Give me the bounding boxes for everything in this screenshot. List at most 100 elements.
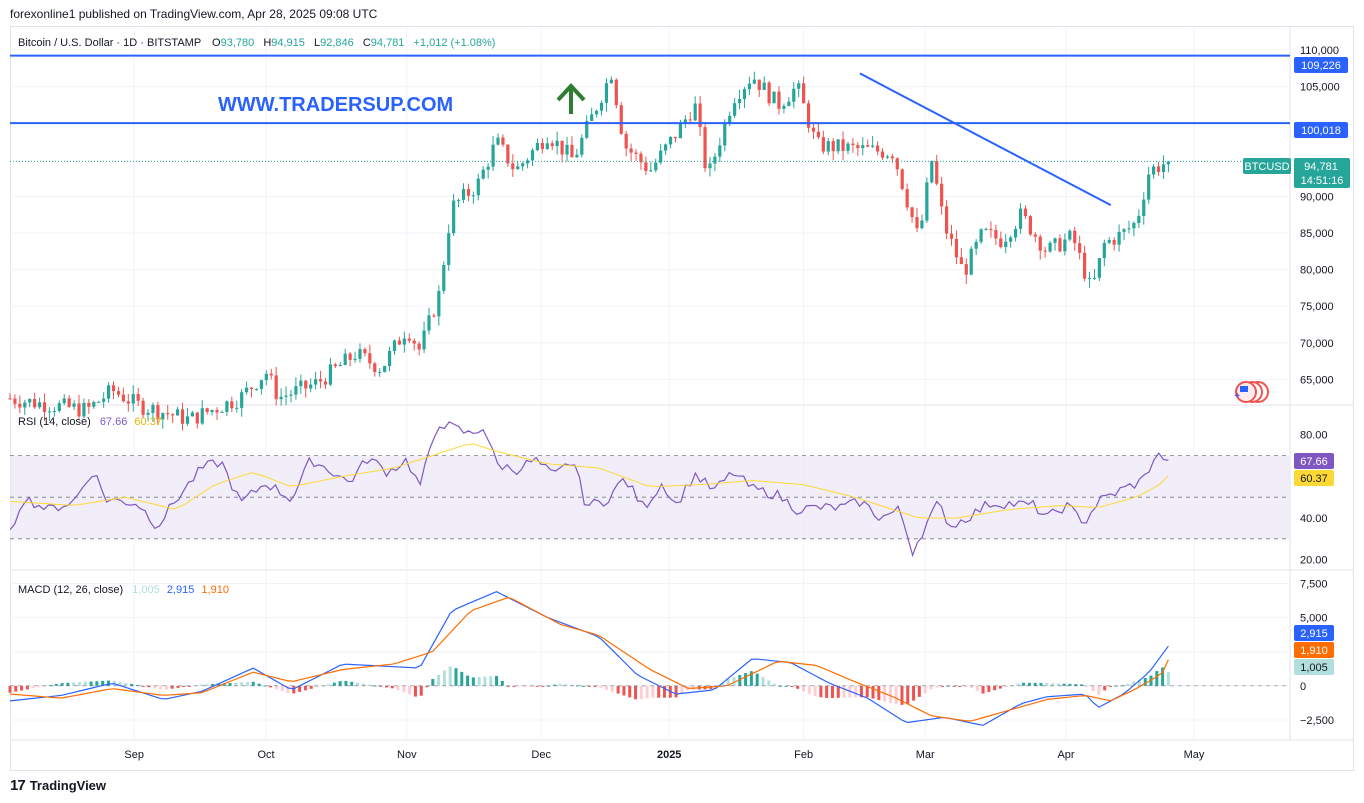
macd-hist-bar — [1033, 682, 1037, 686]
candle-body — [1048, 242, 1052, 252]
candle-body — [254, 388, 259, 390]
macd-hist-bar — [332, 682, 336, 686]
candle-body — [264, 373, 268, 381]
macd-legend: MACD (12, 26, close) 1,005 2,915 1,910 — [18, 584, 229, 596]
rsi-value-badge: 67.66 — [1294, 453, 1334, 469]
macd-hist-bar — [205, 684, 209, 686]
macd-hist-bar — [807, 685, 811, 694]
macd-hist-bar — [1155, 671, 1159, 686]
macd-hist-bar — [790, 685, 794, 687]
us-flag-event-icon[interactable]: ✦ — [1233, 381, 1269, 403]
candle-body — [1018, 208, 1023, 229]
candle-body — [1013, 228, 1018, 238]
candle-body — [609, 79, 613, 84]
candle-body — [318, 379, 323, 382]
candle-body — [161, 413, 165, 420]
arrow-up-icon[interactable] — [556, 83, 586, 114]
candle-body — [555, 140, 559, 147]
candle-body — [294, 386, 298, 395]
candle-body — [102, 398, 106, 402]
macd-hist-bar — [639, 685, 643, 700]
candle-body — [57, 403, 61, 411]
x-tick-Sep: Sep — [124, 749, 144, 761]
candle-body — [590, 114, 594, 121]
candle-body — [491, 144, 495, 167]
macd-hist-bar — [442, 670, 446, 686]
macd-hist-bar — [888, 685, 892, 703]
macd-hist-bar — [222, 683, 226, 686]
macd-hist-bar — [124, 682, 128, 686]
candle-body — [792, 88, 796, 102]
macd-hist-bar — [1126, 683, 1130, 686]
candle-body — [13, 398, 17, 404]
candle-body — [284, 395, 288, 397]
candle-body — [713, 156, 717, 164]
macd-hist-bar — [900, 685, 904, 705]
macd-hist-bar — [506, 685, 510, 687]
macd-hist-bar — [20, 685, 24, 691]
axes: Sep Oct Nov Dec 2025 Feb Mar Apr May 110,000 105,0… — [124, 45, 1339, 761]
candle-body — [151, 405, 155, 413]
candle-body — [289, 394, 293, 396]
macd-hist-bar — [228, 682, 232, 686]
macd-hist-bar — [993, 685, 997, 691]
rsi-legend-ma: 60.37 — [134, 416, 162, 428]
candle-body — [742, 89, 747, 100]
macd-hist-bar — [836, 685, 840, 698]
candle-body — [920, 220, 924, 229]
macd-hist-bar — [101, 680, 105, 686]
level-badge-100018: 100,018 — [1294, 122, 1348, 138]
candle-body — [333, 364, 337, 367]
candle-body — [1122, 229, 1126, 232]
macd-hist-bar — [1056, 683, 1060, 686]
macd-hist-bar — [634, 685, 638, 700]
grid — [10, 27, 1290, 740]
candle-body — [171, 414, 175, 416]
candle-body — [156, 405, 160, 420]
macd-hist-bar — [865, 685, 869, 698]
last-price-label: 94,781 — [1304, 161, 1338, 173]
macd-hist-bar — [309, 685, 313, 689]
macd-hist-bar — [830, 685, 834, 699]
level-label-109226: 109,226 — [1301, 60, 1341, 72]
candle-body — [368, 353, 372, 364]
rsi-pane[interactable] — [9, 421, 1290, 558]
macd-hist-bar — [512, 685, 516, 687]
candle-body — [299, 380, 303, 387]
candle-body — [875, 145, 880, 152]
macd-hist-bar — [923, 685, 927, 694]
candle-body — [18, 403, 22, 408]
macd-hist-bar — [576, 685, 580, 687]
price-pane[interactable] — [8, 54, 1290, 431]
candle-body — [1147, 174, 1151, 200]
macd-hist-bar — [1143, 678, 1147, 686]
candle-body — [688, 119, 692, 121]
macd-hist-bar — [535, 685, 539, 687]
macd-hist-bar — [558, 683, 562, 686]
candle-body — [1004, 241, 1008, 247]
candle-body — [304, 380, 308, 389]
macd-hist-bar — [286, 685, 290, 693]
candle-body — [634, 152, 638, 154]
macd-hist-bar — [1068, 683, 1072, 686]
candle-body — [166, 413, 170, 415]
ohlc-open: 93,780 — [221, 37, 255, 49]
symbol-tag: BTCUSD — [1244, 161, 1289, 173]
macd-hist-bar — [1074, 684, 1078, 686]
macd-hist-bar — [489, 676, 493, 686]
candle-body — [910, 207, 914, 218]
candle-body — [1152, 166, 1156, 175]
candle-body — [703, 127, 707, 169]
candle-body — [604, 83, 609, 103]
macd-pane[interactable] — [8, 591, 1291, 726]
candle-body — [782, 105, 786, 109]
macd-hist-bar — [199, 684, 203, 686]
macd-hist-bar — [796, 685, 800, 689]
macd-hist-bar — [819, 685, 823, 698]
macd-hist-bar — [31, 685, 35, 689]
macd-hist-bar — [83, 681, 87, 686]
macd-hist-bar — [1097, 685, 1101, 695]
candle-body — [387, 351, 392, 366]
candle-body — [77, 403, 81, 417]
